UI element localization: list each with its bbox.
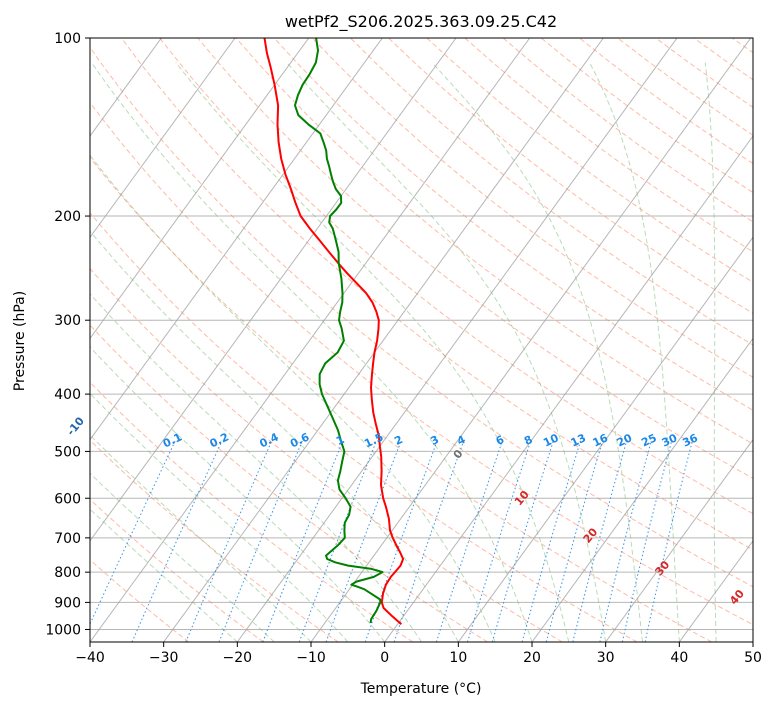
moist-adiabat-line (90, 154, 496, 642)
x-tick-label: 0 (380, 650, 389, 666)
isotherm-line (236, 38, 678, 642)
mixing-ratio-line (572, 440, 628, 642)
moist-adiabat-line (286, 62, 607, 642)
isotherm-line (605, 438, 753, 642)
dry-adiabat-line (90, 46, 753, 588)
dry-adiabat-line (90, 267, 563, 642)
dry-adiabat-line (311, 38, 753, 378)
x-tick-label: 10 (449, 650, 467, 666)
dry-adiabat-line (90, 101, 753, 626)
y-tick-label: 1000 (45, 622, 81, 638)
y-tick-label: 400 (54, 387, 81, 403)
moist-adiabat-line (91, 62, 533, 642)
x-tick-label: 20 (523, 650, 541, 666)
moist-adiabat-line (90, 293, 422, 642)
moist-adiabat-line (431, 62, 643, 642)
mixing-ratio-line (545, 440, 604, 642)
y-tick-label: 600 (54, 491, 81, 507)
moist-adiabat-line (175, 62, 570, 642)
y-tick-label: 800 (54, 565, 81, 581)
y-tick-label: 500 (54, 444, 81, 460)
isotherm-line (90, 38, 310, 340)
moist-adiabat-line (90, 392, 349, 642)
mixing-ratio-line (131, 440, 223, 642)
isotherm-line (90, 38, 457, 542)
mixing-ratio-line (435, 440, 503, 642)
dry-adiabat-line (90, 156, 712, 642)
moist-adiabat-line (90, 346, 386, 642)
isotherm-line (531, 337, 753, 642)
plot-frame (89, 37, 754, 643)
x-tick-label: 40 (670, 650, 688, 666)
isotherm-line (457, 236, 753, 642)
y-tick-label: 300 (54, 313, 81, 329)
isotherm-line (310, 38, 752, 642)
dry-adiabat-line (90, 559, 190, 642)
mixing-ratio-label: 25 (639, 431, 658, 449)
chart-title: wetPf2_S206.2025.363.09.25.C42 (285, 12, 557, 32)
mixing-ratio-line (521, 440, 582, 642)
moist-adiabat-line (90, 230, 459, 642)
mixing-ratio-line (364, 440, 438, 642)
y-axis-label: Pressure (hPa) (12, 291, 28, 391)
x-tick-label: −30 (149, 650, 179, 666)
mixing-ratio-line (644, 440, 693, 642)
y-tick-label: 700 (54, 531, 81, 547)
mixing-ratio-line (185, 440, 273, 642)
x-tick-label: −40 (75, 650, 105, 666)
isotherm-line (90, 38, 236, 239)
mixing-ratio-line (467, 440, 532, 642)
x-axis-label: Temperature (°C) (360, 681, 482, 697)
dry-adiabat-line (90, 212, 638, 642)
x-tick-label: −10 (296, 650, 326, 666)
dry-adiabat-line (197, 38, 753, 479)
y-tick-label: 200 (54, 209, 81, 225)
mixing-ratio-label: 20 (615, 431, 635, 449)
mixing-ratio-label: 16 (591, 431, 611, 449)
moist-adiabat-line (589, 62, 680, 642)
isotherm-line (384, 135, 753, 642)
mixing-ratio-label: 30 (660, 431, 680, 449)
isotherm-line (90, 38, 531, 642)
x-tick-label: 50 (744, 650, 762, 666)
temperature-profile-line (263, 38, 405, 626)
isotherm-line (163, 38, 604, 642)
moist-adiabat-line (90, 472, 275, 642)
mixing-ratio-label: 10 (541, 431, 561, 449)
y-tick-label: 900 (54, 595, 81, 611)
x-tick-label: 30 (597, 650, 615, 666)
mixing-ratio-line (325, 440, 402, 642)
y-tick-label: 100 (54, 31, 81, 47)
mixing-ratio-line (599, 440, 652, 642)
mixing-ratio-label: 36 (680, 431, 700, 449)
isotherm-line (90, 38, 383, 441)
mixing-ratio-line (621, 440, 673, 642)
x-tick-label: −20 (223, 650, 253, 666)
mixing-ratio-line (491, 440, 554, 642)
dewpoint-profile-line (294, 38, 384, 624)
mixing-ratio-label: 13 (569, 431, 588, 449)
dry-adiabat-line (350, 38, 753, 346)
moist-adiabat-line (90, 434, 312, 642)
